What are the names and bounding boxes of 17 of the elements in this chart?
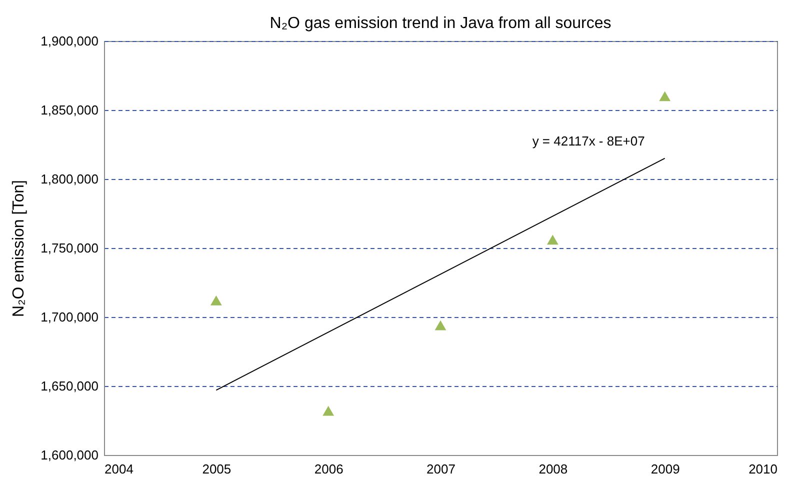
x-tick-label: 2006 (314, 462, 344, 476)
y-axis-title: N₂O emission [Ton] (10, 180, 28, 317)
x-tick-label: 2010 (748, 462, 778, 476)
annotation: y = 42117x - 8E+07 (532, 133, 645, 148)
x-tick-label: 2004 (104, 462, 134, 476)
y-tick-label: 1,600,000 (40, 448, 98, 462)
y-tick-label: 1,700,000 (40, 310, 98, 324)
y-tick-label: 1,850,000 (40, 102, 98, 118)
x-tick-label: 2007 (426, 462, 456, 476)
y-tick-label: 1,750,000 (40, 240, 98, 256)
x-tick-label: 2008 (538, 462, 568, 476)
chart-title: N₂O gas emission trend in Java from all sources (270, 15, 612, 32)
y-tick-label: 1,900,000 (40, 34, 98, 48)
y-tick-label: 1,800,000 (40, 172, 98, 186)
y-tick-label: 1,650,000 (40, 378, 98, 394)
x-tick-label: 2009 (650, 462, 680, 476)
x-tick-label: 2005 (202, 462, 232, 476)
